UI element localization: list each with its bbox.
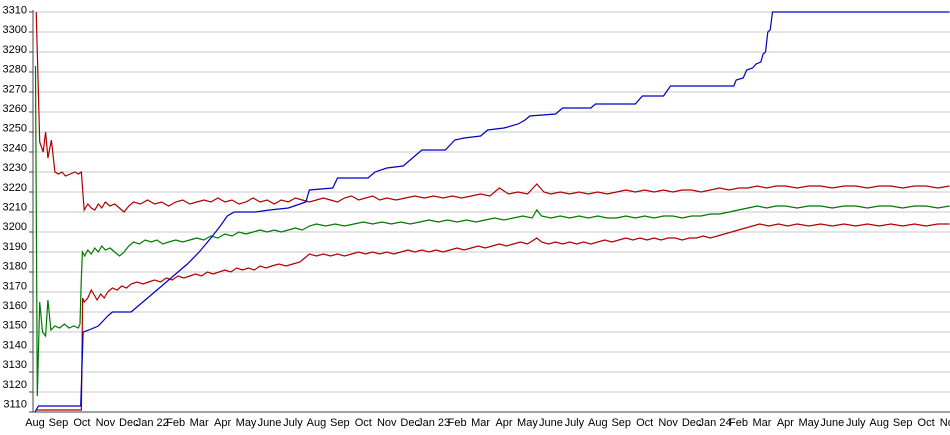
x-axis-label: Jan 22 bbox=[136, 417, 169, 429]
y-axis-label: 3220 bbox=[3, 182, 27, 194]
series-red-upper-line bbox=[35, 11, 950, 213]
x-axis-label: Aug bbox=[307, 417, 327, 429]
y-axis-label: 3160 bbox=[3, 300, 27, 312]
y-axis-label: 3250 bbox=[3, 123, 27, 135]
y-axis-label: 3240 bbox=[3, 142, 27, 154]
y-axis-label: 3310 bbox=[3, 5, 27, 17]
y-axis-label: 3110 bbox=[3, 399, 27, 411]
x-axis-label: Oct bbox=[355, 417, 372, 429]
x-axis-label: June bbox=[820, 417, 844, 429]
x-axis-label: Oct bbox=[73, 417, 90, 429]
x-axis-label: Aug bbox=[869, 417, 889, 429]
x-axis-label: Feb bbox=[448, 417, 467, 429]
y-axis-label: 3280 bbox=[3, 64, 27, 76]
y-axis-label: 3270 bbox=[3, 83, 27, 95]
y-axis-label: 3120 bbox=[3, 379, 27, 391]
series-blue-line bbox=[34, 11, 950, 413]
x-axis-label: Jan 23 bbox=[417, 417, 450, 429]
y-axis-label: 3150 bbox=[3, 320, 27, 332]
x-axis-label: Sep bbox=[49, 417, 69, 429]
series-green-line bbox=[34, 65, 950, 397]
y-axis-label: 3260 bbox=[3, 103, 27, 115]
y-axis-label: 3210 bbox=[3, 202, 27, 214]
x-axis-label: Apr bbox=[777, 417, 794, 429]
series-red-lower-line bbox=[36, 223, 950, 411]
x-axis-label: Nov bbox=[940, 417, 950, 429]
x-axis-label: Sep bbox=[330, 417, 350, 429]
x-axis-label: May bbox=[517, 417, 538, 429]
y-axis-label: 3190 bbox=[3, 241, 27, 253]
x-axis-label: Oct bbox=[636, 417, 653, 429]
x-axis-label: Jan 24 bbox=[699, 417, 732, 429]
x-axis-label: July bbox=[846, 417, 866, 429]
x-axis-label: May bbox=[798, 417, 819, 429]
y-axis-label: 3180 bbox=[3, 261, 27, 273]
x-axis-label: Nov bbox=[96, 417, 116, 429]
x-axis-label: Nov bbox=[377, 417, 397, 429]
y-axis-label: 3200 bbox=[3, 221, 27, 233]
x-axis-label: Sep bbox=[893, 417, 913, 429]
y-axis-label: 3230 bbox=[3, 162, 27, 174]
x-axis-label: Dec bbox=[400, 417, 420, 429]
x-axis-label: July bbox=[565, 417, 585, 429]
x-axis-label: Dec bbox=[682, 417, 702, 429]
y-axis-label: 3300 bbox=[3, 24, 27, 36]
x-axis-label: Aug bbox=[588, 417, 608, 429]
x-axis-label: June bbox=[258, 417, 282, 429]
x-axis-label: July bbox=[283, 417, 303, 429]
x-axis-label: Sep bbox=[611, 417, 631, 429]
y-axis-label: 3290 bbox=[3, 44, 27, 56]
x-axis-label: May bbox=[236, 417, 257, 429]
x-axis-label: Mar bbox=[752, 417, 771, 429]
x-axis-label: Apr bbox=[214, 417, 231, 429]
x-axis-label: Feb bbox=[166, 417, 185, 429]
x-axis-label: Mar bbox=[190, 417, 209, 429]
x-axis-label: Oct bbox=[918, 417, 935, 429]
x-axis-label: June bbox=[539, 417, 563, 429]
x-axis-label: Mar bbox=[471, 417, 490, 429]
y-axis-label: 3140 bbox=[3, 339, 27, 351]
y-axis-label: 3170 bbox=[3, 280, 27, 292]
x-axis-label: Apr bbox=[495, 417, 512, 429]
x-axis-label: Nov bbox=[658, 417, 678, 429]
x-axis-label: Feb bbox=[729, 417, 748, 429]
x-axis-label: Aug bbox=[25, 417, 45, 429]
x-axis-label: Dec bbox=[119, 417, 139, 429]
y-axis-label: 3130 bbox=[3, 359, 27, 371]
